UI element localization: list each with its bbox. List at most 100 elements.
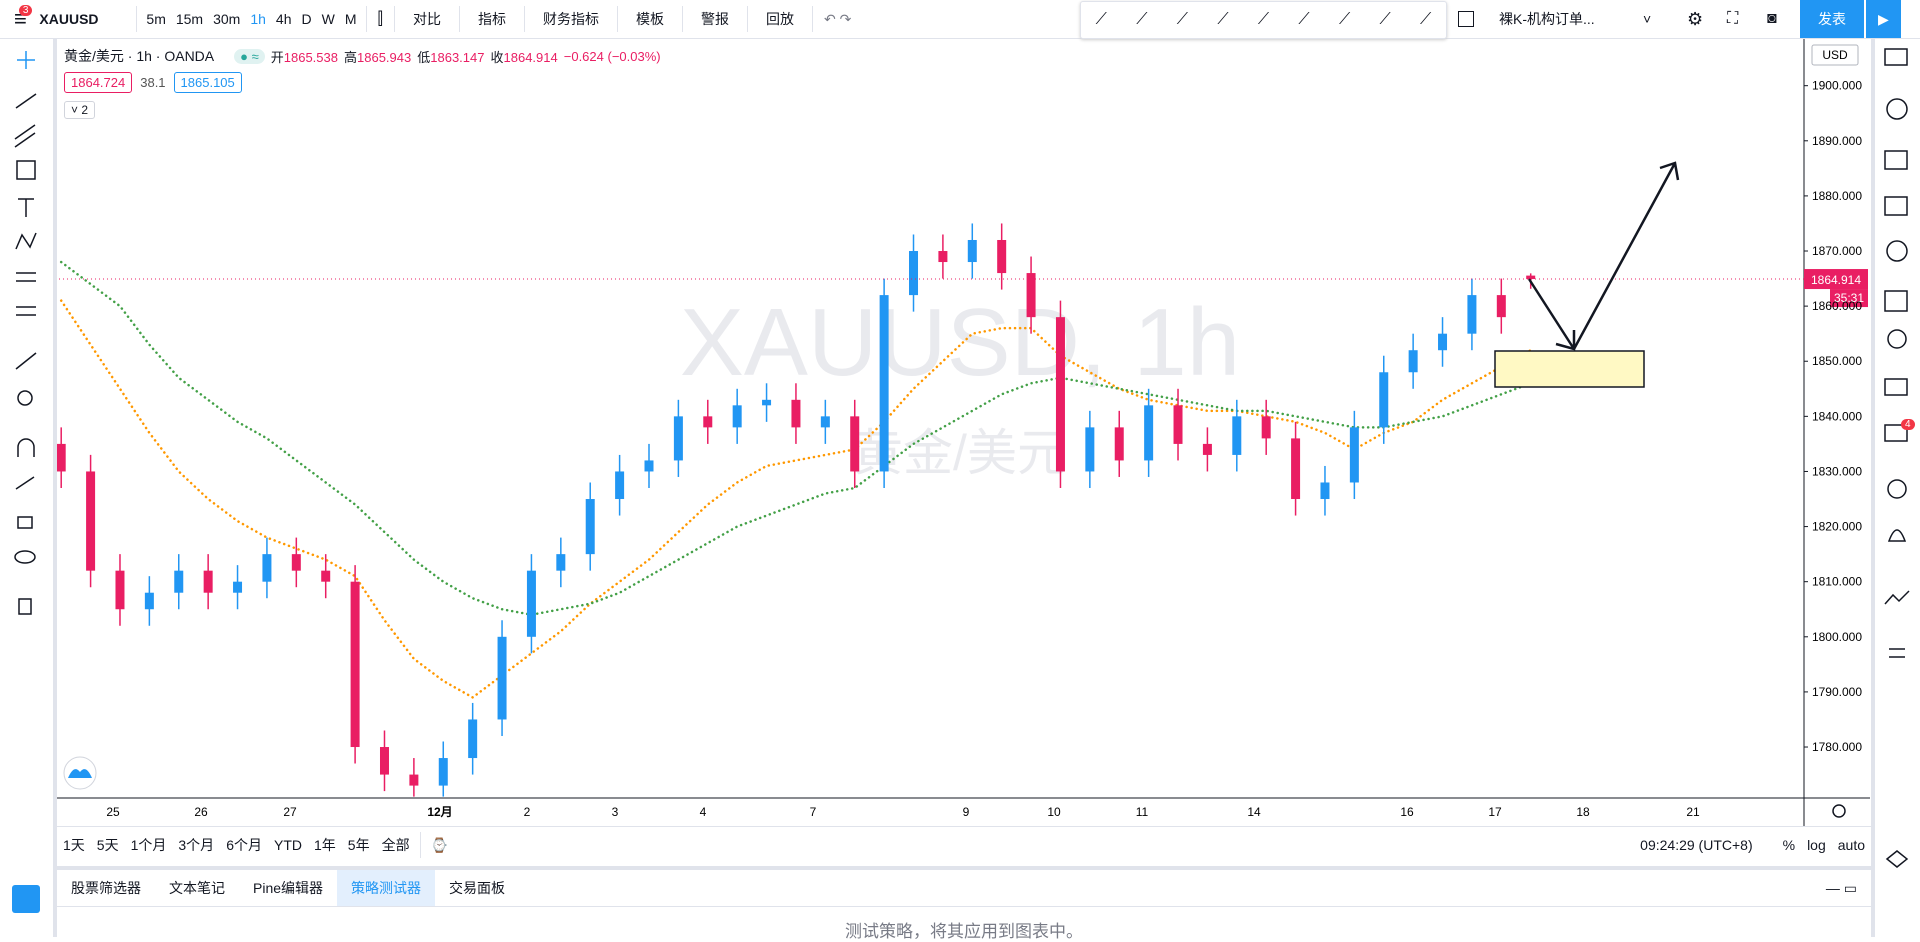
trash-icon[interactable] (18, 598, 32, 615)
range-button[interactable]: 1天 (63, 837, 85, 853)
zoom-icon[interactable] (17, 390, 33, 406)
scale-option[interactable]: % (1782, 837, 1796, 853)
interval[interactable]: W (321, 11, 335, 27)
watchlist-icon[interactable] (1884, 48, 1908, 66)
range-button[interactable]: 5天 (96, 837, 119, 853)
chat-icon[interactable] (1884, 378, 1908, 396)
data-icon[interactable] (1884, 196, 1908, 216)
alert-icon[interactable] (1886, 98, 1908, 120)
range-button[interactable]: 1年 (313, 837, 336, 853)
range-button[interactable]: 5年 (347, 837, 370, 853)
lock-draw-icon[interactable] (15, 476, 35, 490)
panel-tab[interactable]: 文本笔记 (169, 880, 225, 896)
toolbar-button[interactable]: 模板 (635, 11, 664, 27)
toolbar-button[interactable]: 回放 (765, 11, 794, 27)
drawing-tool[interactable]: ⟋ (1298, 11, 1310, 28)
toolbar-button[interactable]: 指标 (477, 11, 506, 27)
interval[interactable]: 5m (146, 11, 166, 27)
panel-tab[interactable]: 策略测试器 (337, 870, 436, 906)
cursor-icon[interactable] (17, 51, 35, 69)
interval[interactable]: 30m (213, 11, 241, 27)
fullscreen[interactable]: ⛶ (1727, 10, 1739, 27)
text-icon[interactable] (18, 198, 34, 217)
collapsed-count: 2 (81, 103, 89, 117)
interval[interactable]: 1h (250, 11, 266, 27)
eye-icon[interactable] (14, 550, 36, 564)
watchlist-button[interactable] (12, 885, 40, 913)
news-icon[interactable] (1884, 150, 1908, 170)
candle-body (1173, 405, 1183, 444)
layers-icon[interactable] (1885, 850, 1909, 868)
date-range[interactable]: ⌚ (430, 836, 449, 853)
collapse-button[interactable]: ˅ 2 (64, 101, 96, 119)
settings[interactable]: ⚙ (1687, 8, 1704, 29)
prediction-icon[interactable] (16, 272, 36, 282)
drawing-arrows[interactable] (1527, 161, 1680, 351)
range-button[interactable]: 6个月 (226, 837, 262, 853)
dom-icon[interactable] (1889, 648, 1905, 658)
x-tick-label: 3 (612, 805, 619, 819)
idea-icon[interactable] (1887, 329, 1907, 349)
lock-icon[interactable] (17, 516, 33, 529)
scale-option[interactable]: log (1807, 837, 1826, 853)
clock[interactable]: 09:24:29 (UTC+8) (1640, 837, 1753, 853)
shape-icon[interactable] (16, 160, 36, 180)
candle-body (1438, 333, 1448, 351)
panel-tab[interactable]: 股票筛选器 (71, 880, 141, 896)
drawing-tool[interactable]: ⟋ (1420, 11, 1432, 28)
candle-body (1349, 427, 1359, 483)
icons-icon[interactable] (16, 306, 36, 316)
interval[interactable]: M (344, 11, 357, 27)
range-bar: 1天 5天 1个月 3个月 6个月 YTD 1年 5年 全部 ⌚ 09:24:29 (UTC+8)%… (57, 826, 1871, 863)
drawing-tool[interactable]: ⟋ (1136, 11, 1148, 28)
layout-name[interactable]: 裸K-机构订单... (1499, 11, 1595, 27)
trendline-icon[interactable] (15, 93, 37, 109)
toolbar-button[interactable]: 对比 (412, 11, 441, 27)
x-tick-label: 27 (283, 805, 297, 819)
drawing-tool[interactable]: ⟋ (1217, 11, 1229, 28)
toolbar-button[interactable]: 财务指标 (542, 11, 599, 27)
snapshot[interactable]: ◙ (1767, 10, 1777, 27)
drawing-rectangle[interactable] (1494, 350, 1645, 388)
tips-icon[interactable] (1887, 479, 1907, 499)
legend: 黄金/美元 · 1h · OANDA ● ≈ 开1865.538 高1865.943 低… (64, 46, 661, 66)
magnet-icon[interactable] (17, 438, 35, 457)
drawing-tool[interactable]: ⟋ (1176, 11, 1188, 28)
interval[interactable]: D (301, 11, 312, 27)
range-button[interactable]: YTD (273, 837, 302, 853)
panel-tab[interactable]: Pine编辑器 (253, 880, 324, 896)
symbol[interactable]: XAUUSD (39, 11, 99, 27)
toolbar-button[interactable]: 警报 (700, 11, 729, 27)
candle-type[interactable]: ⫿ (377, 9, 383, 28)
drawing-tool[interactable]: ⟋ (1379, 11, 1391, 28)
top-right: 裸K-机构订单... ˅ ⚙ ⛶ ◙ 发表 ▶ (1458, 0, 1901, 38)
candle-body (909, 251, 919, 296)
panel-tab[interactable]: 交易面板 (449, 880, 506, 896)
pattern-icon[interactable] (15, 232, 37, 250)
currency-box[interactable] (1811, 44, 1859, 66)
scale-option[interactable]: auto (1837, 837, 1865, 853)
drawing-tool[interactable]: ⟋ (1095, 11, 1107, 28)
publish[interactable]: 发表 (1800, 0, 1864, 38)
interval[interactable]: 4h (275, 11, 292, 27)
play[interactable]: ▶ (1866, 0, 1901, 38)
messages-icon[interactable] (1884, 424, 1908, 442)
drawing-tool[interactable]: ⟋ (1338, 11, 1351, 28)
grid-icon[interactable] (1884, 290, 1908, 312)
settings-icon[interactable] (1832, 804, 1846, 818)
range-button[interactable]: 全部 (381, 837, 410, 853)
trading-icon[interactable] (1884, 590, 1910, 605)
ruler-icon[interactable] (15, 352, 37, 370)
notify-icon[interactable] (1887, 529, 1907, 542)
panel-controls[interactable]: — ▭ (1825, 879, 1857, 896)
undo-redo[interactable]: ↶ ↷ (823, 10, 852, 27)
range-button[interactable]: 3个月 (178, 837, 215, 853)
x-tick-label: 18 (1576, 805, 1590, 819)
drawing-tool[interactable]: ⟋ (1257, 11, 1270, 28)
select-box[interactable] (1458, 11, 1474, 27)
layout-menu[interactable]: ˅ (1643, 11, 1652, 27)
fib-icon[interactable] (14, 124, 36, 148)
range-button[interactable]: 1个月 (130, 837, 167, 853)
interval[interactable]: 15m (175, 11, 204, 27)
calendar-icon[interactable] (1886, 240, 1908, 262)
